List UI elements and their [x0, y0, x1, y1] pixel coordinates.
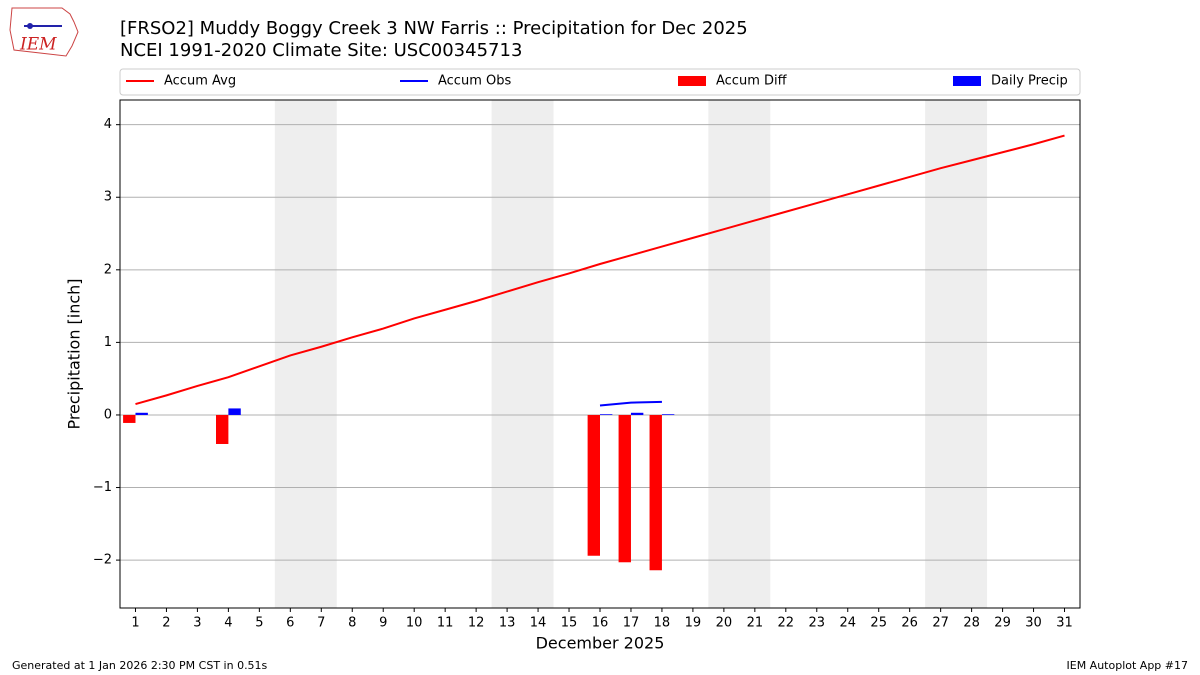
x-tick-label: 20	[716, 616, 733, 631]
y-axis-label: Precipitation [inch]	[65, 278, 84, 429]
x-tick-label: 3	[193, 616, 201, 631]
y-tick-label: 1	[104, 335, 112, 350]
x-tick-label: 27	[932, 616, 949, 631]
x-tick-label: 21	[747, 616, 764, 631]
line	[599, 400, 662, 407]
x-tick-label: 22	[778, 616, 795, 631]
x-tick-label: 12	[468, 616, 485, 631]
x-tick-label: 23	[809, 616, 826, 631]
legend-swatch	[953, 76, 981, 86]
footer-right: IEM Autoplot App #17	[1067, 659, 1189, 672]
plot-background	[120, 100, 1080, 608]
bar	[600, 414, 613, 415]
x-tick-label: 30	[1025, 616, 1042, 631]
bar	[135, 412, 148, 415]
y-tick-label: 0	[104, 407, 112, 422]
x-tick-label: 10	[406, 616, 423, 631]
x-tick-label: 17	[623, 616, 640, 631]
x-tick-label: 8	[348, 616, 356, 631]
x-tick-label: 26	[901, 616, 918, 631]
legend-label: Daily Precip	[991, 74, 1068, 89]
legend-label: Accum Obs	[438, 74, 511, 89]
bar	[618, 414, 631, 563]
legend-label: Accum Avg	[164, 74, 236, 89]
x-tick-label: 16	[592, 616, 609, 631]
x-tick-label: 5	[255, 616, 263, 631]
y-tick-label: −1	[93, 480, 112, 495]
x-tick-label: 9	[379, 616, 387, 631]
y-tick-label: 4	[104, 117, 112, 132]
x-axis-label: December 2025	[536, 634, 665, 653]
x-tick-label: 31	[1056, 616, 1073, 631]
bar	[123, 414, 136, 423]
x-tick-label: 14	[530, 616, 547, 631]
bar	[587, 414, 600, 556]
x-tick-label: 4	[224, 616, 232, 631]
plot-frame	[119, 99, 1081, 609]
chart-subtitle: NCEI 1991-2020 Climate Site: USC00345713	[120, 40, 522, 61]
x-tick-label: 6	[286, 616, 294, 631]
bar	[649, 414, 662, 571]
footer-left: Generated at 1 Jan 2026 2:30 PM CST in 0…	[12, 659, 268, 672]
weekend-band	[274, 100, 337, 608]
weekend-band	[491, 100, 554, 608]
x-tick-label: 1	[131, 616, 139, 631]
x-tick-label: 24	[839, 616, 856, 631]
y-tick-label: −2	[93, 553, 112, 568]
logo-text: IEM	[19, 35, 57, 55]
weekend-band	[925, 100, 988, 608]
x-tick-label: 19	[685, 616, 702, 631]
x-tick-label: 2	[162, 616, 170, 631]
x-tick-label: 18	[654, 616, 671, 631]
x-tick-label: 13	[499, 616, 516, 631]
bar	[228, 408, 241, 415]
x-tick-label: 25	[870, 616, 887, 631]
weekend-band	[708, 100, 771, 608]
logo-outline	[9, 7, 79, 57]
y-tick-label: 2	[104, 262, 112, 277]
bar	[661, 414, 675, 415]
x-tick-label: 29	[994, 616, 1011, 631]
bar	[630, 412, 644, 415]
line	[135, 134, 1065, 406]
bar	[216, 414, 229, 444]
legend-label: Accum Diff	[716, 74, 788, 89]
x-tick-label: 15	[561, 616, 578, 631]
x-tick-label: 7	[317, 616, 325, 631]
legend-swatch	[678, 76, 706, 86]
chart-title: [FRSO2] Muddy Boggy Creek 3 NW Farris ::…	[120, 18, 748, 39]
x-tick-label: 28	[963, 616, 980, 631]
logo-icon	[27, 23, 33, 29]
logo: IEM	[9, 7, 79, 57]
legend-box	[119, 68, 1081, 96]
y-tick-label: 3	[104, 190, 112, 205]
x-tick-label: 11	[437, 616, 454, 631]
